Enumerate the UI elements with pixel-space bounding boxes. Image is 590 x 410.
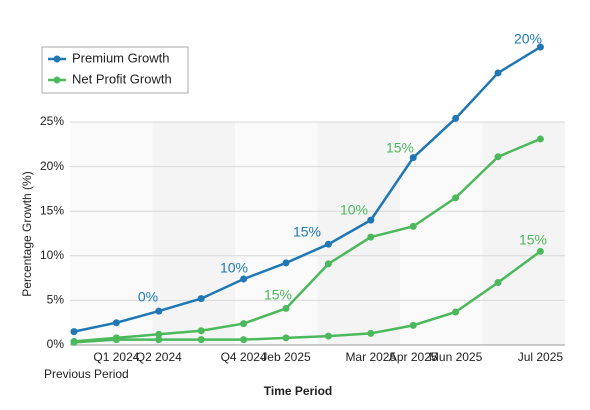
annotation: 10% (220, 260, 248, 276)
data-point (197, 327, 205, 335)
x-tick-label: Apr 2025 (389, 350, 438, 364)
data-point (324, 260, 332, 268)
annotation: 0% (138, 289, 158, 305)
x-tick-label: Q4 2024 (221, 350, 267, 364)
series-line (73, 250, 542, 344)
legend-label: Net Profit Growth (72, 71, 172, 86)
data-point (324, 332, 332, 340)
data-point (452, 114, 460, 122)
series-line (73, 46, 542, 333)
data-point (240, 336, 248, 344)
legend-box (41, 46, 189, 94)
data-point (240, 320, 248, 328)
annotation: 15% (264, 287, 292, 303)
y-tick-label: 10% (40, 248, 64, 262)
data-point (197, 295, 205, 303)
x-tick-label: Q1 2024 (93, 350, 139, 364)
x-tick-label: Mun 2025 (429, 350, 483, 364)
x-note: Previous Period (44, 367, 129, 381)
data-point (494, 153, 502, 161)
data-point (282, 334, 290, 342)
data-point (494, 69, 502, 77)
data-point (452, 194, 460, 202)
data-point (409, 222, 417, 230)
annotation: 15% (519, 232, 547, 248)
data-point (70, 328, 78, 336)
data-point (494, 279, 502, 287)
plot-background (70, 122, 565, 345)
legend-marker (53, 76, 61, 84)
annotation: 15% (293, 224, 321, 240)
x-tick-label: Q2 2024 (136, 350, 182, 364)
x-tick-label: Jeb 2025 (261, 350, 311, 364)
data-point (536, 43, 544, 51)
data-point (367, 216, 375, 224)
y-tick-label: 0% (47, 337, 65, 351)
y-tick-label: 25% (40, 114, 64, 128)
data-point (155, 336, 163, 344)
data-point (155, 330, 163, 338)
x-tick-label: Jul 2025 (518, 350, 564, 364)
data-point (155, 307, 163, 315)
x-tick-label: Mar 2025 (345, 350, 396, 364)
data-point (409, 321, 417, 329)
y-axis-title: Percentage Growth (%) (20, 171, 34, 296)
annotation: 10% (340, 202, 368, 218)
data-point (240, 275, 248, 283)
data-point (112, 336, 120, 344)
legend: Premium Growth Net Profit Growth (41, 46, 189, 94)
legend-marker (53, 55, 61, 63)
annotation: 20% (514, 31, 542, 47)
y-tick-label: 15% (40, 203, 64, 217)
series-line (73, 137, 541, 343)
data-point (282, 259, 290, 267)
data-point (409, 154, 417, 162)
data-point (367, 233, 375, 241)
y-tick-label: 5% (47, 293, 65, 307)
plot-band (235, 122, 318, 345)
data-point (197, 336, 205, 344)
data-point (70, 338, 78, 346)
data-point (536, 247, 544, 255)
data-point (324, 240, 332, 248)
data-point (367, 329, 375, 337)
annotation: 15% (386, 140, 414, 156)
x-axis-title: Time Period (264, 384, 332, 398)
data-point (536, 135, 544, 143)
data-point (112, 319, 120, 327)
legend-label: Premium Growth (72, 50, 170, 65)
data-point (282, 304, 290, 312)
plot-band (70, 122, 153, 345)
y-tick-label: 20% (40, 159, 64, 173)
data-point (452, 308, 460, 316)
